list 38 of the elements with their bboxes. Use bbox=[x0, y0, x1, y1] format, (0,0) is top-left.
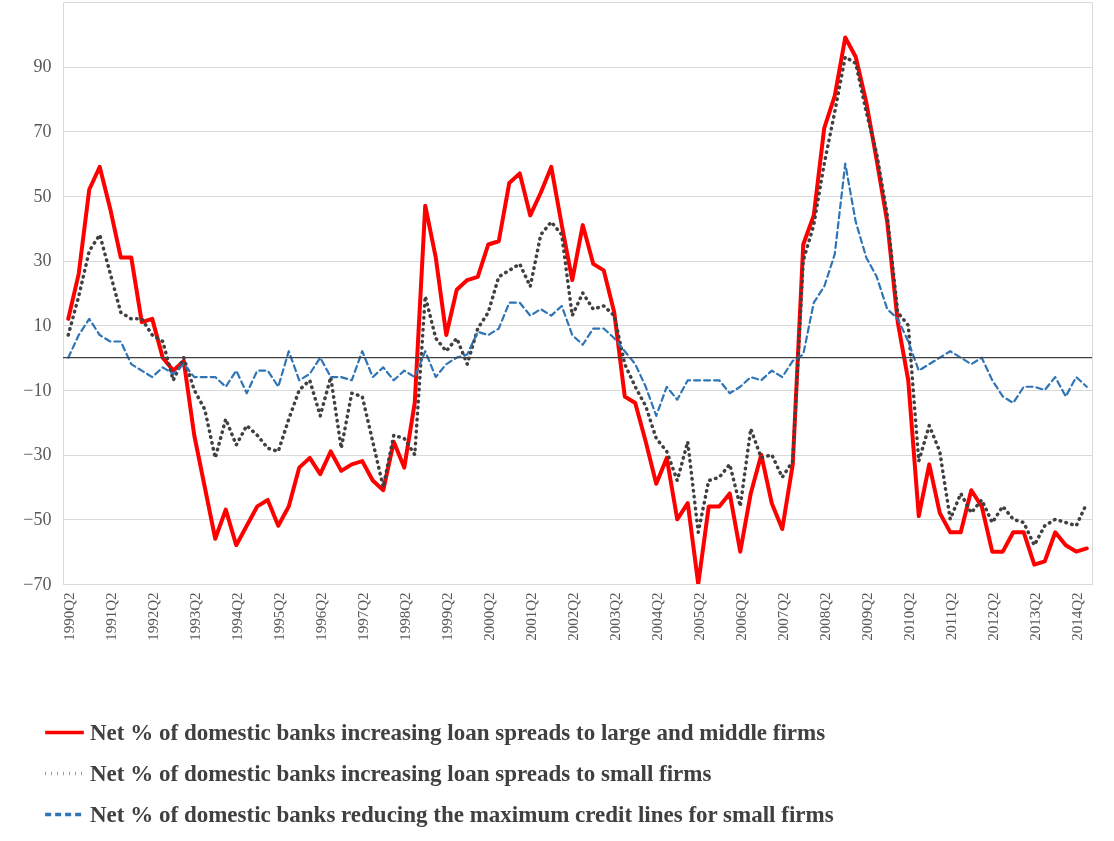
y-tick-label: 90 bbox=[33, 56, 52, 77]
x-tick-label: 1992Q2 bbox=[144, 592, 161, 641]
x-tick-label: 1993Q2 bbox=[186, 592, 203, 641]
x-tick-label: 1995Q2 bbox=[270, 592, 287, 641]
x-tick-label: 2008Q2 bbox=[816, 592, 833, 641]
x-tick-label: 2011Q2 bbox=[942, 592, 959, 641]
x-tick-label: 1991Q2 bbox=[102, 592, 119, 641]
x-tick-label: 2012Q2 bbox=[984, 592, 1001, 641]
x-tick-label: 1996Q2 bbox=[312, 592, 329, 641]
x-tick-label: 2013Q2 bbox=[1026, 592, 1043, 641]
x-tick-label: 2003Q2 bbox=[606, 592, 623, 641]
legend-label: Net % of domestic banks increasing loan spreads to large and middle firms bbox=[90, 719, 826, 745]
x-tick-label: 2005Q2 bbox=[690, 592, 707, 641]
x-tick-label: 1999Q2 bbox=[438, 592, 455, 641]
x-tick-label: 2004Q2 bbox=[648, 592, 665, 641]
legend-label: Net % of domestic banks reducing the maximum credit lines for small firms bbox=[90, 801, 834, 827]
x-tick-label: 2014Q2 bbox=[1068, 592, 1085, 641]
legend-label: Net % of domestic banks increasing loan spreads to small firms bbox=[90, 760, 712, 786]
y-tick-label: −10 bbox=[23, 379, 52, 400]
x-tick-label: 2002Q2 bbox=[564, 592, 581, 641]
x-tick-label: 1998Q2 bbox=[396, 592, 413, 641]
line-series bbox=[67, 162, 1088, 417]
y-tick-label: −50 bbox=[23, 508, 52, 529]
x-tick-label: 1997Q2 bbox=[354, 592, 371, 641]
x-tick-label: 1990Q2 bbox=[60, 592, 77, 641]
y-tick-label: 70 bbox=[33, 120, 52, 141]
x-tick-label: 1994Q2 bbox=[228, 592, 245, 641]
y-tick-label: 10 bbox=[33, 314, 52, 335]
x-tick-label: 2000Q2 bbox=[480, 592, 497, 641]
y-tick-label: −70 bbox=[23, 573, 52, 594]
y-tick-label: 50 bbox=[33, 185, 52, 206]
y-tick-label: 30 bbox=[33, 250, 52, 271]
x-tick-label: 2006Q2 bbox=[732, 592, 749, 641]
x-tick-label: 2010Q2 bbox=[900, 592, 917, 641]
y-tick-label: −30 bbox=[23, 444, 52, 465]
x-tick-label: 2007Q2 bbox=[774, 592, 791, 641]
x-tick-label: 2009Q2 bbox=[858, 592, 875, 641]
x-tick-label: 2001Q2 bbox=[522, 592, 539, 641]
